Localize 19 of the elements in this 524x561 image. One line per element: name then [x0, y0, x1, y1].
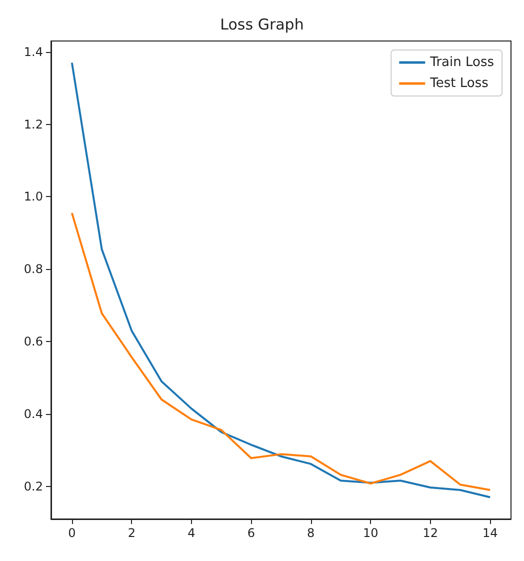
- x-tick-label: 8: [307, 526, 315, 540]
- x-tick-label: 0: [68, 526, 76, 540]
- x-tick-label: 2: [128, 526, 136, 540]
- x-tick-label: 6: [247, 526, 255, 540]
- x-tick-label: 10: [362, 526, 378, 540]
- legend-label: Train Loss: [429, 55, 494, 70]
- x-tick-label: 14: [482, 526, 498, 540]
- y-tick-label: 0.6: [24, 334, 43, 349]
- x-tick-label: 4: [188, 526, 196, 540]
- y-tick-label: 0.2: [24, 479, 43, 494]
- chart-title: Loss Graph: [220, 16, 304, 34]
- line-series: [70, 212, 492, 492]
- y-tick-label: 0.8: [24, 262, 43, 276]
- legend-label: Test Loss: [429, 76, 489, 91]
- y-tick-label: 1.4: [24, 44, 43, 59]
- y-tick-label: 0.4: [24, 406, 43, 421]
- y-tick-label: 1.2: [24, 117, 43, 132]
- y-tick-label: 1.0: [24, 190, 43, 204]
- x-tick-label: 12: [422, 526, 438, 540]
